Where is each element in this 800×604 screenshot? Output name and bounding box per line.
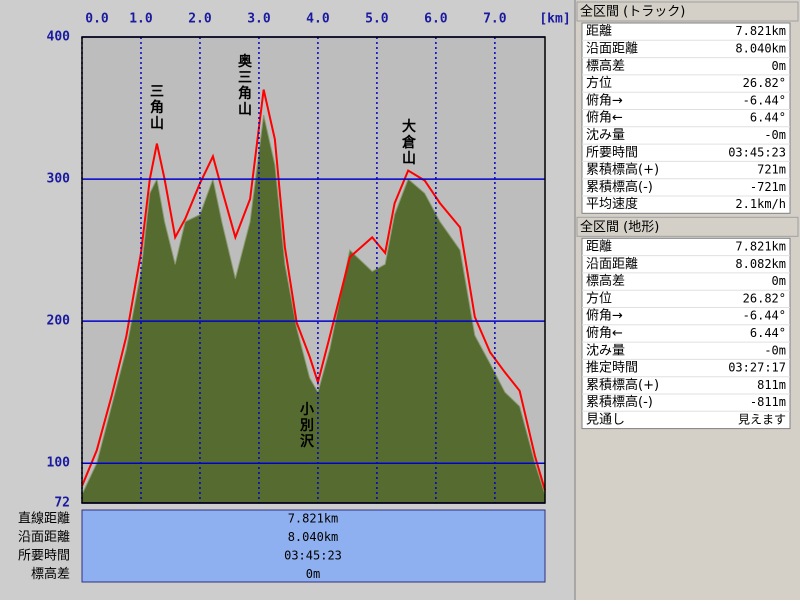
- summary-label: 沿面距離: [18, 530, 70, 545]
- row-label: 沿面距離: [586, 257, 638, 272]
- row-label: 沈み量: [586, 343, 625, 358]
- panel-header: [576, 1, 799, 22]
- row-label: 俯角←: [586, 110, 623, 126]
- summary-value: 7.821km: [288, 512, 339, 526]
- peak-label-char: 山: [402, 151, 416, 167]
- row-label: 推定時間: [586, 361, 638, 376]
- row-label: 累積標高(+): [586, 162, 659, 178]
- x-unit-label: [km]: [539, 12, 570, 27]
- summary-label: 所要時間: [18, 549, 70, 564]
- peak-label: 奥三角山奥三角山: [238, 53, 253, 118]
- peak-label: 大倉山大倉山: [401, 118, 417, 167]
- peak-label: 小別沢小別沢: [299, 402, 315, 450]
- row-value: 6.44°: [750, 111, 786, 125]
- row-value: 8.082km: [735, 257, 786, 271]
- x-tick-label: 5.0: [365, 12, 389, 27]
- x-tick-label: 2.0: [188, 12, 212, 27]
- y-tick-label: 300: [47, 172, 71, 187]
- peak-label-char: 大: [402, 118, 416, 135]
- terrain-area: [81, 115, 546, 504]
- plot-border: [81, 36, 546, 504]
- row-value: 0m: [772, 274, 786, 288]
- peak-label-char: 奥: [238, 53, 253, 70]
- row-value: 26.82°: [743, 76, 786, 90]
- row-value: 811m: [757, 378, 786, 392]
- peak-label-char: 倉: [401, 134, 417, 151]
- peak-label-char: 山: [150, 116, 164, 132]
- y-tick-label: 400: [47, 30, 71, 45]
- row-label: 沈み量: [586, 128, 625, 143]
- row-label: 累積標高(+): [586, 377, 659, 393]
- row-label: 俯角→: [586, 92, 623, 108]
- peak-label-char: 角: [238, 85, 252, 102]
- track-line: [81, 89, 546, 491]
- x-tick-label: 3.0: [247, 12, 271, 27]
- row-value: 03:45:23: [728, 145, 786, 159]
- row-label: 累積標高(-): [586, 394, 653, 410]
- summary-box: [81, 509, 546, 583]
- row-value: 7.821km: [735, 24, 786, 38]
- row-value: -0m: [764, 343, 786, 357]
- row-value: -811m: [750, 395, 786, 409]
- summary-value: 8.040km: [288, 530, 339, 544]
- x-tick-label: 4.0: [306, 12, 330, 27]
- panel-title: 全区間 (地形): [580, 219, 659, 235]
- row-value: 03:27:17: [728, 361, 786, 375]
- summary-label: 直線距離: [18, 511, 70, 527]
- row-value: 0m: [772, 59, 786, 73]
- panel-title: 全区間 (トラック): [580, 4, 685, 20]
- row-value: 26.82°: [743, 291, 786, 305]
- panel-header: [576, 216, 799, 237]
- row-label: 累積標高(-): [586, 179, 653, 195]
- peak-label: 三角山三角山: [150, 84, 164, 132]
- row-label: 距離: [586, 24, 612, 39]
- row-label: 俯角→: [586, 308, 623, 324]
- row-value: -0m: [764, 128, 786, 142]
- row-value: -721m: [750, 180, 786, 194]
- row-label: 沿面距離: [586, 41, 638, 56]
- row-value: 見えます: [738, 412, 786, 426]
- panel-table: [581, 22, 791, 214]
- summary-value: 0m: [306, 567, 320, 581]
- row-value: 7.821km: [735, 239, 786, 253]
- y-tick-label: 200: [47, 314, 71, 329]
- row-label: 距離: [586, 239, 612, 254]
- peak-label-char: 三: [238, 70, 252, 86]
- x-tick-label: 0.0: [85, 12, 109, 27]
- row-value: -6.44°: [743, 93, 786, 107]
- row-label: 標高差: [586, 273, 625, 289]
- row-label: 見通し: [586, 412, 625, 427]
- row-label: 平均速度: [586, 196, 638, 212]
- x-tick-label: 1.0: [129, 12, 153, 27]
- peak-label-char: 山: [238, 102, 252, 118]
- row-value: 6.44°: [750, 326, 786, 340]
- row-label: 所要時間: [586, 145, 638, 160]
- row-value: 8.040km: [735, 41, 786, 55]
- summary-value: 03:45:23: [284, 549, 342, 563]
- peak-label-char: 別: [299, 418, 314, 434]
- peak-label-char: 角: [150, 99, 164, 116]
- y-tick-label: 100: [47, 456, 71, 471]
- x-tick-label: 7.0: [483, 12, 507, 27]
- panel-table: [581, 237, 791, 430]
- summary-label: 標高差: [31, 566, 70, 582]
- x-tick-label: 6.0: [424, 12, 448, 27]
- y-tick-label: 72: [54, 496, 70, 511]
- row-label: 俯角←: [586, 325, 623, 341]
- peak-label-char: 沢: [300, 433, 315, 450]
- row-label: 方位: [586, 290, 612, 306]
- peak-label-char: 三: [150, 84, 164, 100]
- row-label: 方位: [586, 75, 612, 91]
- peak-label-char: 小: [300, 402, 314, 418]
- row-value: -6.44°: [743, 309, 786, 323]
- row-value: 721m: [757, 163, 786, 177]
- row-value: 2.1km/h: [735, 197, 786, 211]
- row-label: 標高差: [586, 58, 625, 74]
